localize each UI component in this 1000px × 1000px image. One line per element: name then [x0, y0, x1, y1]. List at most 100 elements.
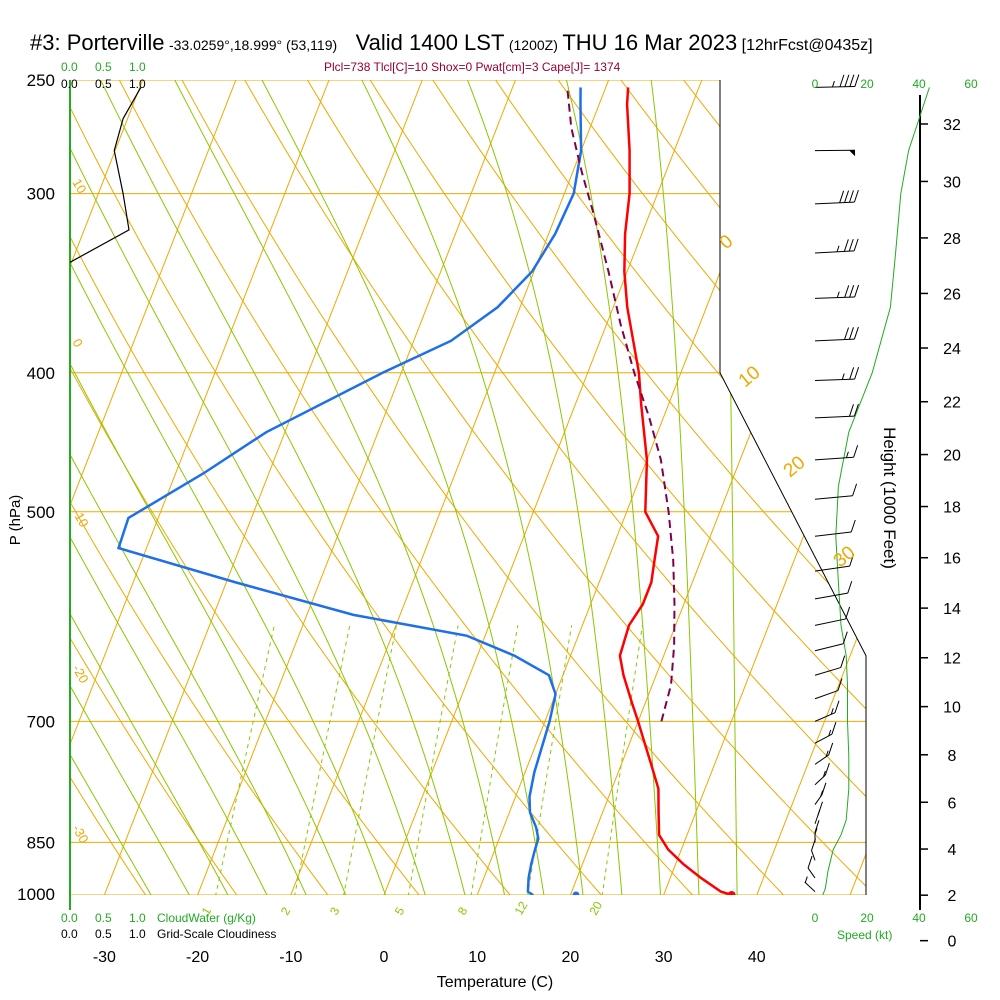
wind-barb-full: [853, 189, 859, 203]
temperature-line: [618, 87, 733, 895]
isotherm-label: 10: [735, 362, 765, 392]
wind-barb: [814, 762, 830, 786]
wind-barb-half: [814, 828, 818, 835]
wind-speed-label: Speed (kt): [837, 928, 892, 942]
dry-adiabat-line: [353, 80, 866, 895]
height-tick-label: 24: [943, 341, 961, 358]
cloud-water-tick: 1.0: [129, 60, 146, 74]
mixing-ratio-line: [594, 625, 643, 895]
wind-barb-full: [828, 742, 834, 756]
isotherm-line: [70, 80, 144, 895]
dry-adiabat-line: [291, 80, 866, 895]
surface-temperature-point: [727, 891, 736, 895]
moist-adiabat-line: [70, 80, 254, 895]
y-axis-label: P (hPa): [7, 495, 24, 546]
wind-barb: [814, 189, 859, 205]
wind-barb: [814, 366, 860, 382]
height-tick-label: 0: [948, 934, 957, 951]
wind-barb-full: [834, 700, 840, 713]
wind-barb: [807, 855, 816, 879]
cloud-water-tick: 0.5: [95, 911, 112, 925]
wind-barb-full: [850, 519, 856, 533]
wind-barb-half: [804, 876, 808, 883]
wind-barb: [814, 284, 860, 299]
wind-barb-half: [836, 245, 840, 252]
height-tick-label: 28: [943, 231, 961, 248]
zulu-time: (1200Z): [508, 37, 558, 53]
pressure-tick-label: 500: [27, 503, 55, 522]
mixing-ratio-label: 5: [392, 904, 408, 917]
moist-adiabat-line: [647, 80, 702, 895]
wind-barb-full: [807, 855, 813, 869]
moist-adiabat-line: [70, 80, 180, 895]
isotherm-line: [70, 80, 330, 895]
pressure-tick-label: 300: [27, 185, 55, 204]
height-tick-label: 18: [943, 500, 961, 517]
cloudiness-tick: 0.0: [61, 927, 78, 941]
wind-barb-half: [825, 750, 829, 757]
wind-barb-half: [841, 373, 845, 380]
wind-barb-full: [821, 782, 827, 795]
isotherm-label: -20: [69, 662, 91, 686]
cloudiness-line: [70, 87, 142, 263]
wind-barb-full: [840, 655, 846, 668]
isotherm-line: [290, 80, 610, 895]
temperature-tick-label: 20: [562, 949, 580, 966]
wind-barb-full: [837, 678, 843, 691]
wind-barb-shaft: [814, 201, 855, 205]
wind-barb-full: [849, 74, 855, 87]
plot-border: [719, 80, 867, 895]
x-axis-label: Temperature (C): [437, 974, 553, 991]
cloudiness-tick: 0.5: [95, 77, 112, 91]
mixing-ratio-line: [333, 625, 397, 895]
height-tick-label: 14: [943, 601, 961, 618]
sounding-parameters: Plcl=738 Tlcl[C]=10 Shox=0 Pwat[cm]=3 Ca…: [324, 60, 621, 74]
height-tick-label: 6: [948, 795, 957, 812]
cloud-water-tick: 0.0: [61, 60, 78, 74]
cloudiness-tick: 0.0: [61, 77, 78, 91]
dry-adiabat-line: [70, 80, 201, 895]
wind-barb-full: [849, 367, 855, 380]
wind-barb: [814, 722, 837, 744]
moist-adiabat-line: [559, 80, 664, 895]
wind-barb-half: [830, 708, 834, 715]
parcel-line: [566, 89, 676, 722]
isotherm-line: [756, 80, 866, 895]
wind-barb-flag: [848, 150, 856, 157]
mixing-ratio-label: 12: [512, 899, 531, 918]
wind-barb-shaft: [814, 618, 846, 626]
wind-barb-full: [842, 631, 848, 644]
isotherm-line: [383, 80, 703, 895]
height-tick-label: 4: [948, 842, 957, 859]
wind-barb-full: [852, 483, 858, 496]
cloudiness-label: Grid-Scale Cloudiness: [157, 927, 276, 941]
isotherm-line: [943, 80, 1000, 895]
height-tick-label: 22: [943, 395, 961, 412]
moist-adiabat-line: [348, 80, 590, 895]
wind-barb-shaft: [814, 86, 855, 88]
wind-barb-shaft: [814, 338, 855, 342]
wind-barb-full: [845, 606, 851, 620]
isotherm-line: [197, 80, 516, 895]
wind-barb-full: [824, 762, 830, 776]
wind-speed-tick: 0: [812, 77, 819, 91]
dry-adiabat-line: [70, 80, 673, 895]
dry-adiabat-line: [70, 80, 390, 895]
height-tick-label: 16: [943, 551, 961, 568]
dry-adiabat-line: [974, 55, 1000, 974]
temperature-tick-label: -20: [186, 949, 209, 966]
dry-adiabat-line: [477, 80, 866, 895]
wind-barb: [814, 483, 858, 500]
mixing-ratio-line: [204, 625, 275, 895]
wind-speed-line: [822, 87, 930, 896]
wind-barb-shaft: [814, 296, 855, 299]
wind-barb: [814, 403, 859, 419]
wind-barb: [814, 606, 851, 626]
isotherm-line: [476, 80, 796, 895]
wind-panel: [804, 74, 930, 896]
wind-barb-shaft: [814, 495, 853, 500]
mixing-ratio-label: 8: [455, 904, 471, 917]
dry-adiabat-line: [229, 80, 866, 895]
cloudiness-tick: 0.5: [95, 927, 112, 941]
moist-adiabat-line: [70, 80, 329, 895]
